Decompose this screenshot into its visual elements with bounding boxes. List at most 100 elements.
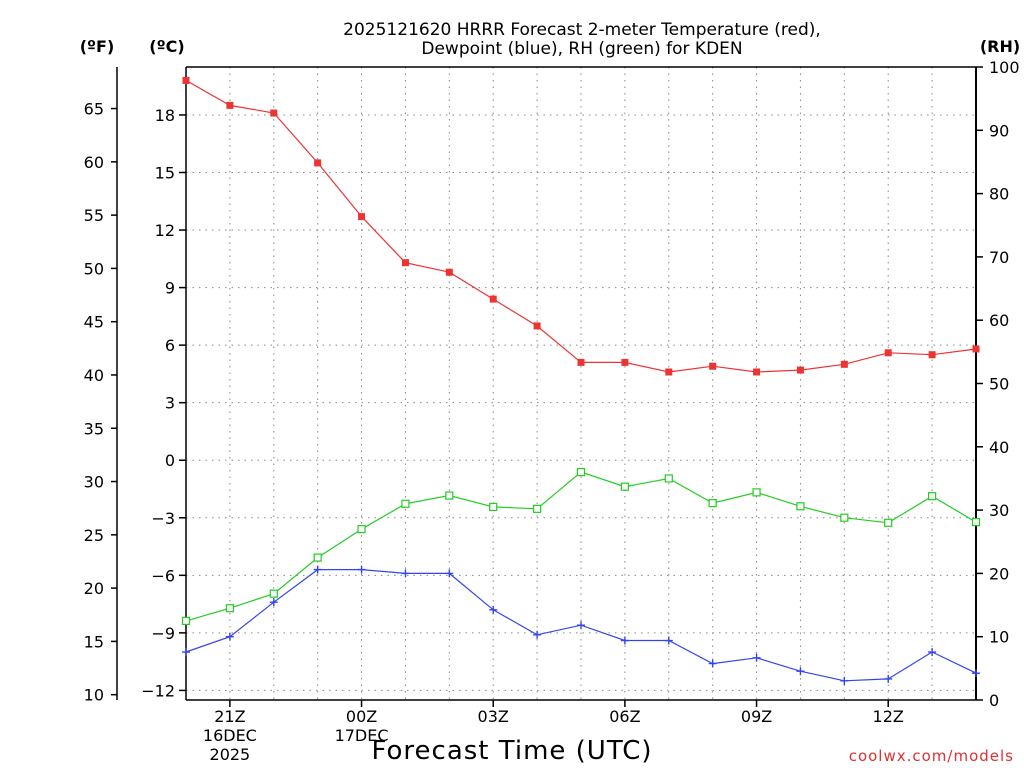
- rh-tick-label: 30: [989, 501, 1009, 520]
- rh-point: [401, 499, 410, 508]
- fahrenheit-tick-label: 55: [84, 206, 104, 225]
- temperature-point: [796, 366, 804, 374]
- rh-point: [357, 524, 366, 534]
- temperature-point: [270, 109, 278, 117]
- dewpoint-point: [533, 630, 542, 639]
- rh-point: [269, 589, 278, 598]
- fahrenheit-tick-label: 40: [84, 366, 104, 385]
- fahrenheit-tick-label: 65: [84, 100, 104, 119]
- x-tick-label: 12Z: [873, 707, 904, 726]
- dewpoint-point: [269, 598, 278, 607]
- dewpoint-point: [620, 636, 629, 645]
- celsius-tick-label: 12: [155, 221, 175, 240]
- celsius-tick-label: −3: [151, 509, 175, 528]
- temperature-point: [489, 295, 497, 303]
- rh-point: [664, 474, 673, 483]
- rh-point: [708, 499, 717, 508]
- x-tick-label: 09Z: [741, 707, 772, 726]
- rh-point: [445, 491, 454, 500]
- dewpoint-point: [752, 653, 761, 662]
- temperature-point: [401, 259, 409, 267]
- fahrenheit-tick-label: 15: [84, 632, 104, 651]
- rh-tick-label: 60: [989, 311, 1009, 330]
- x-tick-label: 06Z: [609, 707, 640, 726]
- axes: 6560555045403530252015101815129630−3−6−9…: [84, 58, 1020, 710]
- fahrenheit-tick-label: 10: [84, 686, 104, 705]
- x-tick-label: 03Z: [478, 707, 509, 726]
- rh-point: [796, 502, 805, 511]
- dewpoint-point: [357, 565, 366, 574]
- dewpoint-point: [972, 669, 980, 678]
- celsius-tick-label: 3: [165, 394, 175, 413]
- rh-tick-label: 90: [989, 121, 1009, 140]
- temperature-point: [621, 358, 629, 366]
- x-axis-label: Forecast Time (UTC): [371, 736, 652, 766]
- rh-tick-label: 50: [989, 375, 1009, 394]
- temperature-point: [226, 101, 234, 109]
- rh-tick-label: 80: [989, 185, 1009, 204]
- temperature-point: [314, 159, 322, 167]
- celsius-tick-label: 0: [165, 451, 175, 470]
- dewpoint-point: [182, 648, 190, 657]
- x-tick-label: 00Z: [346, 707, 377, 726]
- dewpoint-point: [445, 569, 454, 578]
- rh-point: [840, 513, 849, 522]
- dewpoint-point: [664, 636, 673, 645]
- dewpoint-point: [401, 569, 410, 578]
- rh-tick-label: 0: [989, 691, 999, 710]
- temperature-point: [709, 362, 717, 370]
- rh-point: [971, 518, 981, 527]
- temperature-point: [665, 368, 673, 376]
- rh-tick-label: 100: [989, 58, 1020, 77]
- fahrenheit-tick-label: 50: [84, 259, 104, 278]
- rh-point: [533, 504, 542, 513]
- dewpoint-point: [796, 667, 805, 676]
- temperature-point: [928, 351, 936, 359]
- temperature-point: [182, 76, 190, 84]
- fahrenheit-tick-label: 45: [84, 313, 104, 332]
- dewpoint-point: [577, 621, 585, 630]
- rh-tick-label: 20: [989, 564, 1009, 583]
- dewpoint-point: [489, 605, 498, 614]
- grid-lines: [186, 67, 976, 700]
- rh-point: [489, 502, 498, 512]
- rh-point: [620, 482, 629, 491]
- dewpoint-point: [928, 648, 937, 657]
- temperature-point: [533, 322, 541, 330]
- celsius-axis-unit: (ºC): [149, 37, 184, 56]
- rh-point: [884, 518, 893, 527]
- rh-point: [752, 488, 761, 497]
- celsius-tick-label: −9: [151, 624, 175, 643]
- dewpoint-point: [225, 632, 234, 641]
- rh-point: [928, 492, 937, 501]
- rh-point: [313, 553, 322, 562]
- x-tick-year: 2025: [210, 745, 251, 764]
- rh-point: [225, 604, 234, 613]
- fahrenheit-tick-label: 20: [84, 579, 104, 598]
- celsius-tick-label: 9: [165, 279, 175, 298]
- x-tick-date: 16DEC: [203, 726, 257, 745]
- rh-line: [185, 471, 977, 622]
- celsius-tick-label: −12: [141, 681, 175, 700]
- chart-title-line-1: 2025121620 HRRR Forecast 2-meter Tempera…: [343, 20, 821, 40]
- rh-point: [181, 616, 191, 625]
- fahrenheit-axis-unit: (ºF): [80, 37, 115, 56]
- fahrenheit-tick-label: 30: [84, 473, 104, 492]
- celsius-tick-label: −6: [151, 566, 175, 585]
- temperature-point: [358, 213, 366, 221]
- temperature-point: [972, 345, 980, 353]
- temperature-point: [840, 360, 848, 368]
- dewpoint-point: [840, 676, 849, 685]
- x-tick-label: 21Z: [214, 707, 245, 726]
- rh-tick-label: 40: [989, 438, 1009, 457]
- celsius-tick-label: 15: [155, 164, 175, 183]
- temperature-point: [884, 349, 892, 357]
- credit-text: coolwx.com/models: [849, 747, 1014, 765]
- dewpoint-point: [708, 659, 717, 668]
- chart-title-line-2: Dewpoint (blue), RH (green) for KDEN: [421, 39, 742, 59]
- fahrenheit-tick-label: 60: [84, 153, 104, 172]
- rh-axis-unit: (RH): [980, 37, 1020, 56]
- data-series: [181, 76, 981, 685]
